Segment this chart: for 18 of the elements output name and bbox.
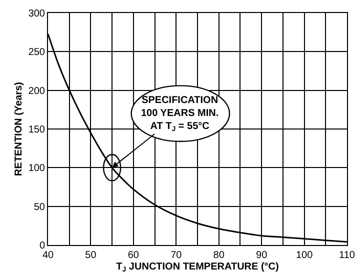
x-tick-label: 50 [85, 250, 97, 261]
y-tick-label: 300 [28, 8, 46, 20]
y-axis-title: RETENTION (Years) [13, 82, 24, 176]
x-tick-label: 80 [213, 250, 225, 261]
x-tick-label: 90 [256, 250, 268, 261]
y-tick-label: 250 [28, 47, 46, 58]
x-tick-label: 110 [339, 250, 356, 261]
x-tick-label: 100 [296, 250, 314, 261]
x-tick-label: 40 [42, 250, 54, 261]
y-tick-label: 100 [28, 163, 46, 174]
y-tick-label: 50 [34, 202, 46, 213]
x-tick-label: 70 [170, 250, 182, 261]
y-tick-label: 150 [28, 124, 46, 136]
x-axis-title: T$_{J}$ JUNCTION TEMPERATURE (°C) [116, 262, 279, 274]
x-tick-label: 60 [128, 250, 140, 261]
annotation: SPECIFICATION 100 YEARS MIN. AT T$_{J}$ = 55°C [141, 95, 219, 134]
y-tick-label: 200 [28, 86, 46, 97]
y-tick-label: 0 [39, 240, 46, 252]
